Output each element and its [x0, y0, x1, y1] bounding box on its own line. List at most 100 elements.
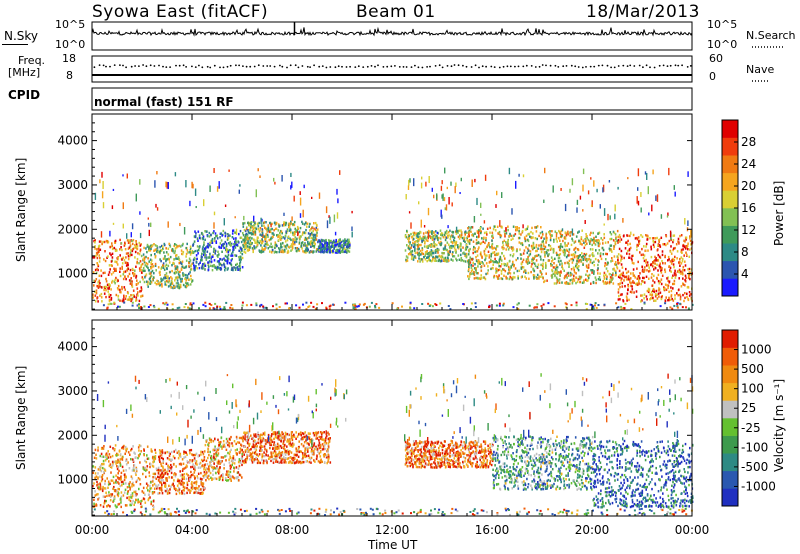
- data-cell: [587, 266, 590, 269]
- data-cell: [656, 263, 658, 266]
- data-cell: [470, 308, 472, 311]
- data-cell: [225, 248, 227, 252]
- data-cell: [116, 452, 118, 456]
- data-cell: [181, 280, 183, 283]
- data-cell: [631, 259, 633, 262]
- data-cell: [535, 245, 538, 248]
- data-cell: [108, 464, 111, 468]
- data-cell: [505, 243, 508, 246]
- nave-dot: [262, 65, 265, 67]
- data-cell: [617, 253, 620, 256]
- data-cell: [160, 279, 163, 283]
- data-cell: [103, 501, 106, 504]
- data-cell: [234, 242, 237, 245]
- data-cell: [614, 261, 617, 264]
- data-cell: [117, 487, 119, 491]
- colorbar-tick-label: 28: [741, 135, 756, 149]
- data-cell: [551, 268, 553, 272]
- data-cell: [652, 296, 654, 300]
- data-cell: [591, 248, 594, 251]
- data-cell: [689, 239, 692, 243]
- data-cell: [235, 239, 237, 242]
- nave-dot: [677, 64, 680, 67]
- data-cell: [535, 276, 538, 279]
- data-cell: [480, 261, 482, 264]
- data-cell: [520, 257, 522, 260]
- data-cell: [336, 212, 339, 219]
- data-cell: [493, 260, 495, 264]
- data-cell: [476, 242, 478, 245]
- data-cell: [152, 276, 155, 279]
- data-cell: [470, 302, 473, 305]
- data-cell: [436, 236, 439, 240]
- data-cell: [208, 235, 211, 238]
- data-cell: [517, 302, 520, 305]
- data-cell: [241, 304, 244, 307]
- data-cell: [243, 240, 246, 243]
- data-cell: [585, 265, 588, 269]
- data-cell: [195, 206, 197, 209]
- data-cell: [134, 494, 137, 497]
- data-cell: [665, 243, 667, 247]
- data-cell: [159, 245, 161, 249]
- data-cell: [594, 276, 597, 279]
- data-cell: [129, 241, 131, 244]
- data-cell: [262, 235, 264, 238]
- nave-dot: [589, 65, 592, 68]
- data-cell: [440, 232, 443, 235]
- data-cell: [285, 230, 287, 233]
- data-cell: [358, 303, 361, 306]
- data-cell: [203, 456, 206, 459]
- data-cell: [248, 248, 251, 252]
- data-cell: [223, 218, 225, 226]
- data-cell: [194, 462, 197, 465]
- data-cell: [518, 269, 521, 272]
- data-cell: [408, 234, 411, 237]
- data-cell: [610, 260, 612, 263]
- data-cell: [175, 465, 177, 468]
- data-cell: [485, 262, 488, 265]
- data-cell: [105, 289, 107, 292]
- data-cell: [309, 229, 311, 232]
- data-cell: [142, 278, 144, 281]
- data-cell: [687, 276, 690, 280]
- data-cell: [680, 250, 682, 253]
- data-cell: [170, 276, 172, 279]
- data-cell: [316, 228, 319, 231]
- data-cell: [166, 303, 169, 306]
- data-cell: [137, 282, 139, 285]
- nave-bottom-tick: 0: [709, 70, 716, 83]
- data-cell: [670, 238, 672, 242]
- data-cell: [124, 248, 127, 251]
- data-cell: [597, 232, 599, 235]
- data-cell: [667, 259, 669, 262]
- data-cell: [484, 241, 486, 245]
- data-cell: [283, 248, 286, 252]
- data-cell: [629, 242, 631, 246]
- data-cell: [646, 289, 649, 293]
- data-cell: [96, 248, 99, 251]
- data-cell: [535, 259, 538, 262]
- data-cell: [671, 258, 673, 262]
- data-cell: [483, 253, 486, 256]
- data-cell: [162, 264, 164, 267]
- data-cell: [657, 259, 660, 262]
- data-cell: [162, 257, 165, 260]
- data-cell: [426, 259, 428, 263]
- data-cell: [617, 275, 620, 279]
- data-cell: [131, 285, 134, 288]
- data-cell: [204, 249, 206, 252]
- data-cell: [125, 476, 127, 479]
- data-cell: [617, 238, 620, 242]
- data-cell: [245, 238, 248, 241]
- data-cell: [447, 252, 449, 255]
- data-cell: [631, 254, 633, 258]
- data-cell: [290, 243, 293, 246]
- data-cell: [485, 231, 488, 234]
- data-cell: [440, 240, 442, 244]
- data-cell: [147, 489, 149, 492]
- data-cell: [605, 273, 607, 276]
- data-cell: [408, 248, 411, 251]
- nave-dot: [209, 66, 212, 69]
- data-cell: [109, 495, 112, 499]
